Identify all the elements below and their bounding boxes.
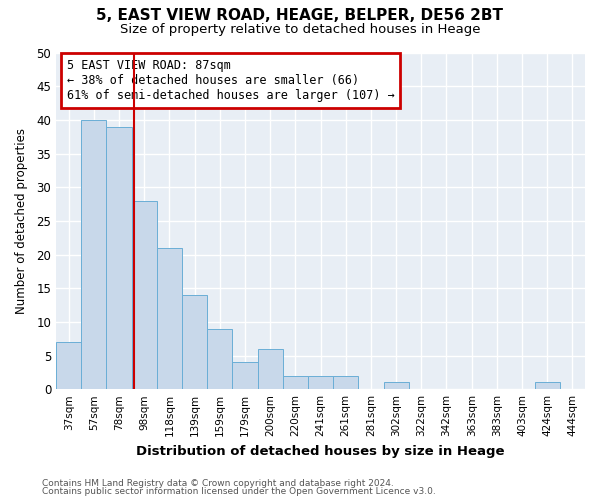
Bar — [131, 200, 157, 389]
Bar — [383, 382, 409, 389]
Bar — [257, 349, 283, 389]
Bar — [333, 376, 358, 389]
Text: 5 EAST VIEW ROAD: 87sqm
← 38% of detached houses are smaller (66)
61% of semi-de: 5 EAST VIEW ROAD: 87sqm ← 38% of detache… — [67, 59, 394, 102]
Bar — [182, 295, 207, 389]
Bar — [157, 248, 182, 389]
Bar — [106, 126, 131, 389]
Bar — [81, 120, 106, 389]
X-axis label: Distribution of detached houses by size in Heage: Distribution of detached houses by size … — [136, 444, 505, 458]
Text: Contains HM Land Registry data © Crown copyright and database right 2024.: Contains HM Land Registry data © Crown c… — [42, 478, 394, 488]
Text: 5, EAST VIEW ROAD, HEAGE, BELPER, DE56 2BT: 5, EAST VIEW ROAD, HEAGE, BELPER, DE56 2… — [97, 8, 503, 22]
Y-axis label: Number of detached properties: Number of detached properties — [15, 128, 28, 314]
Bar — [283, 376, 308, 389]
Bar — [535, 382, 560, 389]
Bar — [56, 342, 81, 389]
Bar — [207, 328, 232, 389]
Text: Contains public sector information licensed under the Open Government Licence v3: Contains public sector information licen… — [42, 487, 436, 496]
Bar — [308, 376, 333, 389]
Bar — [232, 362, 257, 389]
Text: Size of property relative to detached houses in Heage: Size of property relative to detached ho… — [120, 22, 480, 36]
